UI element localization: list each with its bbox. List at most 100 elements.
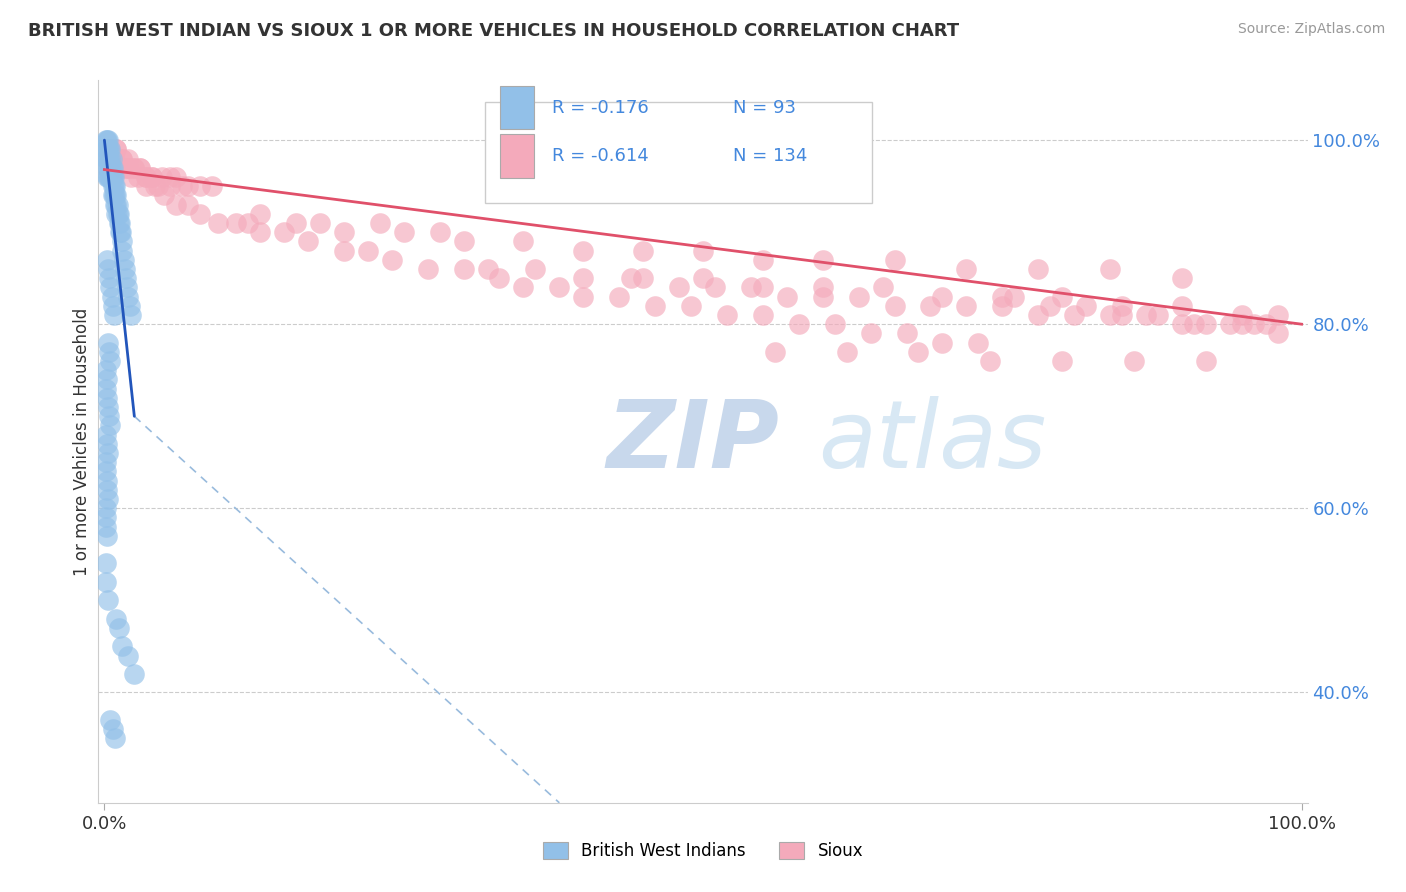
Point <box>859 326 882 341</box>
Point <box>96 252 118 267</box>
Point <box>96 474 118 488</box>
Point <box>96 169 118 184</box>
Point <box>1063 308 1085 322</box>
Point <box>94 152 117 166</box>
Point <box>94 427 117 442</box>
Point <box>284 216 307 230</box>
Point <box>188 179 211 194</box>
Point <box>835 344 858 359</box>
Point <box>692 271 714 285</box>
Point <box>1267 308 1289 322</box>
Point <box>129 161 152 175</box>
Point <box>105 197 128 211</box>
Point <box>1050 289 1073 303</box>
Bar <box>501 86 534 129</box>
Point <box>631 271 654 285</box>
Point <box>991 299 1014 313</box>
Point <box>297 235 319 249</box>
Point <box>107 161 129 175</box>
Point <box>381 252 404 267</box>
Point <box>787 317 810 331</box>
Point <box>103 152 125 166</box>
Point <box>94 133 117 147</box>
Point <box>429 225 451 239</box>
Point <box>101 179 124 194</box>
Point <box>572 289 595 303</box>
Point <box>97 152 120 166</box>
Point <box>100 152 122 166</box>
Point <box>103 188 125 202</box>
Point <box>100 142 122 156</box>
Point <box>1230 308 1253 322</box>
Point <box>150 169 173 184</box>
Point <box>120 169 142 184</box>
Point <box>124 161 146 175</box>
Point <box>512 280 534 294</box>
Point <box>967 335 990 350</box>
Point <box>165 169 187 184</box>
Point <box>716 308 738 322</box>
Point <box>97 161 120 175</box>
Point <box>207 216 229 230</box>
Point <box>98 271 121 285</box>
Point <box>333 225 356 239</box>
Point <box>107 216 129 230</box>
Point <box>101 188 124 202</box>
Point <box>165 197 187 211</box>
Point <box>97 593 120 607</box>
Point <box>100 152 122 166</box>
Point <box>883 252 905 267</box>
Point <box>94 510 117 524</box>
Y-axis label: 1 or more Vehicles in Household: 1 or more Vehicles in Household <box>73 308 91 575</box>
Point <box>117 289 139 303</box>
Point <box>931 335 953 350</box>
Point <box>96 161 118 175</box>
Point <box>104 197 127 211</box>
Point <box>117 161 139 175</box>
Point <box>100 161 122 175</box>
Bar <box>501 135 534 178</box>
Point <box>100 418 122 433</box>
Point <box>105 612 128 626</box>
Point <box>94 557 117 571</box>
Point <box>572 271 595 285</box>
Point <box>115 271 138 285</box>
Point <box>96 437 118 451</box>
Point <box>668 280 690 294</box>
Point <box>177 197 200 211</box>
Point <box>98 409 121 424</box>
Point <box>333 244 356 258</box>
Point <box>148 179 170 194</box>
Point <box>824 317 846 331</box>
Point <box>607 289 630 303</box>
Point <box>620 271 643 285</box>
Point <box>117 161 139 175</box>
Point <box>979 354 1001 368</box>
Point <box>177 179 200 194</box>
Point <box>488 271 510 285</box>
Point <box>1171 299 1194 313</box>
Point <box>1135 308 1157 322</box>
Point <box>1026 262 1049 277</box>
Point <box>883 299 905 313</box>
Point <box>991 289 1014 303</box>
Point <box>103 169 125 184</box>
Point <box>368 216 391 230</box>
Point <box>97 133 120 147</box>
Point <box>98 142 121 156</box>
Point <box>100 169 122 184</box>
Point <box>143 179 166 194</box>
Point <box>98 161 121 175</box>
Point <box>236 216 259 230</box>
Point <box>1254 317 1277 331</box>
Point <box>201 179 224 194</box>
Point <box>357 244 380 258</box>
Point <box>97 335 120 350</box>
Point <box>105 188 128 202</box>
Point <box>111 235 134 249</box>
Point <box>96 133 118 147</box>
Point <box>127 169 149 184</box>
Point <box>1219 317 1241 331</box>
Point <box>704 280 727 294</box>
Point <box>117 648 139 663</box>
